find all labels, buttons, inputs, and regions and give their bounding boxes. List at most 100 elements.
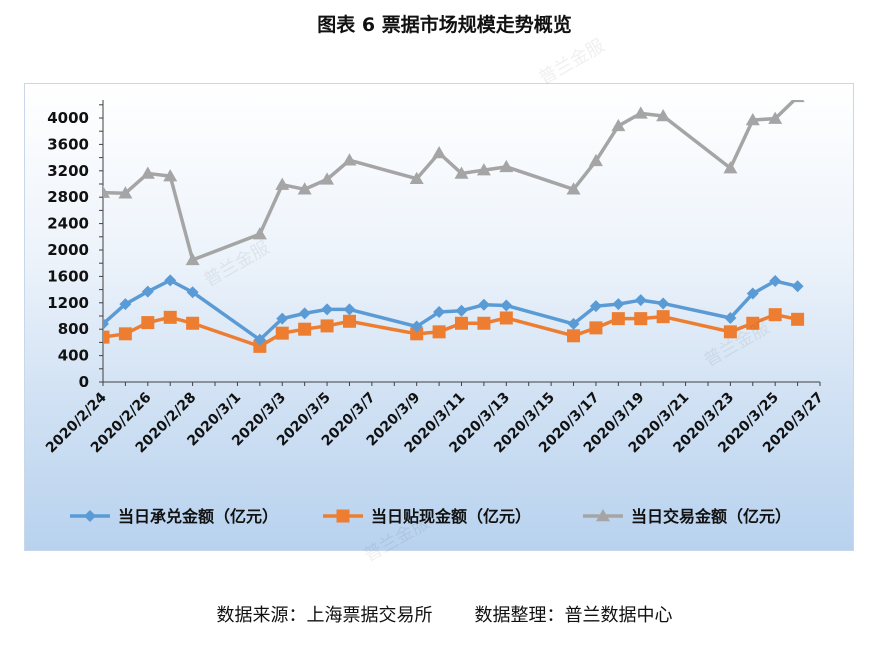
legend-marker bbox=[84, 510, 96, 522]
data-point bbox=[769, 275, 782, 288]
y-tick-label: 2400 bbox=[47, 215, 89, 233]
data-point bbox=[163, 310, 177, 324]
data-point bbox=[342, 153, 357, 166]
y-tick-label: 400 bbox=[58, 347, 89, 365]
data-point bbox=[745, 112, 760, 126]
y-tick-label: 4000 bbox=[47, 109, 89, 127]
data-point bbox=[633, 106, 648, 119]
series-line bbox=[103, 312, 800, 349]
data-point bbox=[103, 330, 110, 344]
data-point bbox=[276, 312, 289, 325]
legend-label: 当日交易金额（亿元） bbox=[631, 507, 791, 526]
data-point bbox=[746, 287, 759, 300]
data-point bbox=[141, 316, 155, 330]
chart-title: 图表 6 票据市场规模走势概览 bbox=[317, 14, 572, 36]
data-point bbox=[455, 316, 468, 330]
data-point bbox=[476, 163, 491, 176]
legend-item: 当日贴现金额（亿元） bbox=[323, 507, 531, 526]
data-point bbox=[140, 166, 155, 179]
data-point bbox=[589, 321, 603, 335]
data-point bbox=[297, 182, 312, 195]
data-point bbox=[477, 316, 491, 330]
data-point bbox=[791, 312, 805, 326]
series-line bbox=[103, 100, 797, 262]
data-point bbox=[634, 312, 648, 326]
y-tick-label: 3200 bbox=[47, 162, 89, 180]
data-point bbox=[118, 327, 132, 341]
data-point bbox=[253, 333, 266, 346]
data-point bbox=[657, 297, 670, 310]
data-point bbox=[790, 100, 805, 103]
data-point bbox=[499, 159, 514, 173]
data-point bbox=[588, 153, 603, 167]
y-tick-label: 800 bbox=[58, 320, 89, 338]
legend-label: 当日贴现金额（亿元） bbox=[371, 507, 531, 526]
data-point bbox=[566, 182, 581, 195]
data-point bbox=[432, 325, 446, 339]
data-point bbox=[612, 298, 625, 311]
data-point bbox=[409, 171, 424, 184]
data-point bbox=[611, 312, 625, 326]
data-point bbox=[185, 252, 200, 266]
data-point bbox=[791, 280, 804, 293]
y-tick-label: 0 bbox=[79, 373, 89, 391]
data-point bbox=[410, 327, 424, 341]
data-point bbox=[320, 172, 335, 185]
data-point bbox=[141, 285, 154, 298]
data-point bbox=[252, 227, 267, 240]
legend-item: 当日交易金额（亿元） bbox=[583, 507, 791, 526]
data-point bbox=[298, 322, 312, 336]
data-point bbox=[433, 306, 446, 319]
data-point bbox=[186, 316, 200, 330]
source-line: 数据来源：上海票据交易所 数据整理：普兰数据中心 bbox=[0, 601, 889, 627]
series-layer bbox=[103, 100, 805, 353]
data-point bbox=[275, 177, 290, 190]
data-point bbox=[103, 317, 109, 330]
data-point bbox=[746, 316, 760, 330]
data-point bbox=[321, 303, 334, 316]
data-point bbox=[410, 320, 423, 333]
data-point bbox=[103, 185, 110, 198]
data-point bbox=[163, 169, 178, 182]
y-tick-label: 1600 bbox=[47, 267, 89, 285]
data-point bbox=[499, 311, 513, 325]
data-point bbox=[589, 300, 602, 313]
data-point bbox=[567, 329, 581, 343]
series-2 bbox=[103, 308, 805, 353]
data-point bbox=[320, 319, 334, 333]
legend-item: 当日承兑金额（亿元） bbox=[70, 507, 278, 526]
data-point bbox=[454, 166, 469, 179]
data-point bbox=[567, 317, 580, 330]
data-point bbox=[275, 326, 289, 340]
data-point bbox=[611, 118, 626, 132]
data-point bbox=[768, 111, 783, 124]
y-tick-label: 3600 bbox=[47, 135, 89, 153]
y-tick-label: 2800 bbox=[47, 188, 89, 206]
data-point bbox=[253, 339, 267, 353]
data-point bbox=[724, 311, 737, 324]
legend-marker bbox=[596, 509, 610, 522]
data-point bbox=[118, 186, 133, 199]
series-1 bbox=[103, 274, 804, 346]
data-point bbox=[432, 145, 447, 159]
source-text: 数据来源：上海票据交易所 bbox=[216, 605, 433, 626]
y-tick-label: 1200 bbox=[47, 294, 89, 312]
data-point bbox=[455, 304, 468, 317]
data-point bbox=[768, 308, 782, 322]
y-tick-label: 2000 bbox=[47, 241, 89, 259]
data-point bbox=[298, 307, 311, 320]
data-point bbox=[342, 314, 356, 328]
data-point bbox=[656, 310, 670, 324]
legend-label: 当日承兑金额（亿元） bbox=[118, 507, 278, 526]
data-point bbox=[186, 286, 199, 299]
data-point bbox=[343, 303, 356, 316]
data-point bbox=[656, 109, 671, 122]
data-point bbox=[723, 161, 738, 174]
data-point bbox=[164, 274, 177, 287]
data-point bbox=[500, 299, 513, 312]
series-line bbox=[103, 278, 800, 342]
data-point bbox=[634, 294, 647, 307]
chart-legend: 当日承兑金额（亿元） 当日贴现金额（亿元） 当日交易金额（亿元） bbox=[70, 507, 791, 526]
series-3 bbox=[103, 100, 805, 266]
data-point bbox=[119, 298, 132, 311]
